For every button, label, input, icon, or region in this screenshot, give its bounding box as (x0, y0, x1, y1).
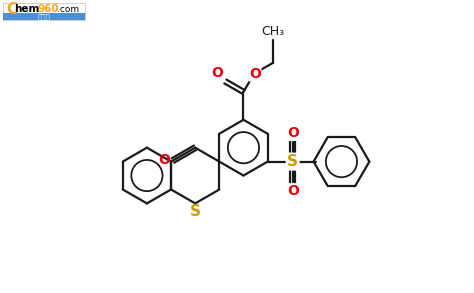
Bar (3, 3, 85, 20)
Text: O: O (211, 67, 223, 81)
Text: 960: 960 (38, 4, 60, 14)
Text: O: O (158, 154, 170, 168)
Text: S: S (287, 154, 298, 169)
Text: .com: .com (57, 5, 79, 14)
Text: O: O (287, 125, 299, 139)
Text: O: O (249, 67, 261, 81)
Text: CH₃: CH₃ (262, 25, 285, 38)
Bar (3, 13, 85, 20)
Text: hem: hem (14, 4, 39, 14)
Text: 化工网: 化工网 (37, 13, 50, 20)
Text: O: O (287, 184, 299, 198)
Text: C: C (6, 2, 17, 17)
Text: S: S (190, 205, 201, 219)
